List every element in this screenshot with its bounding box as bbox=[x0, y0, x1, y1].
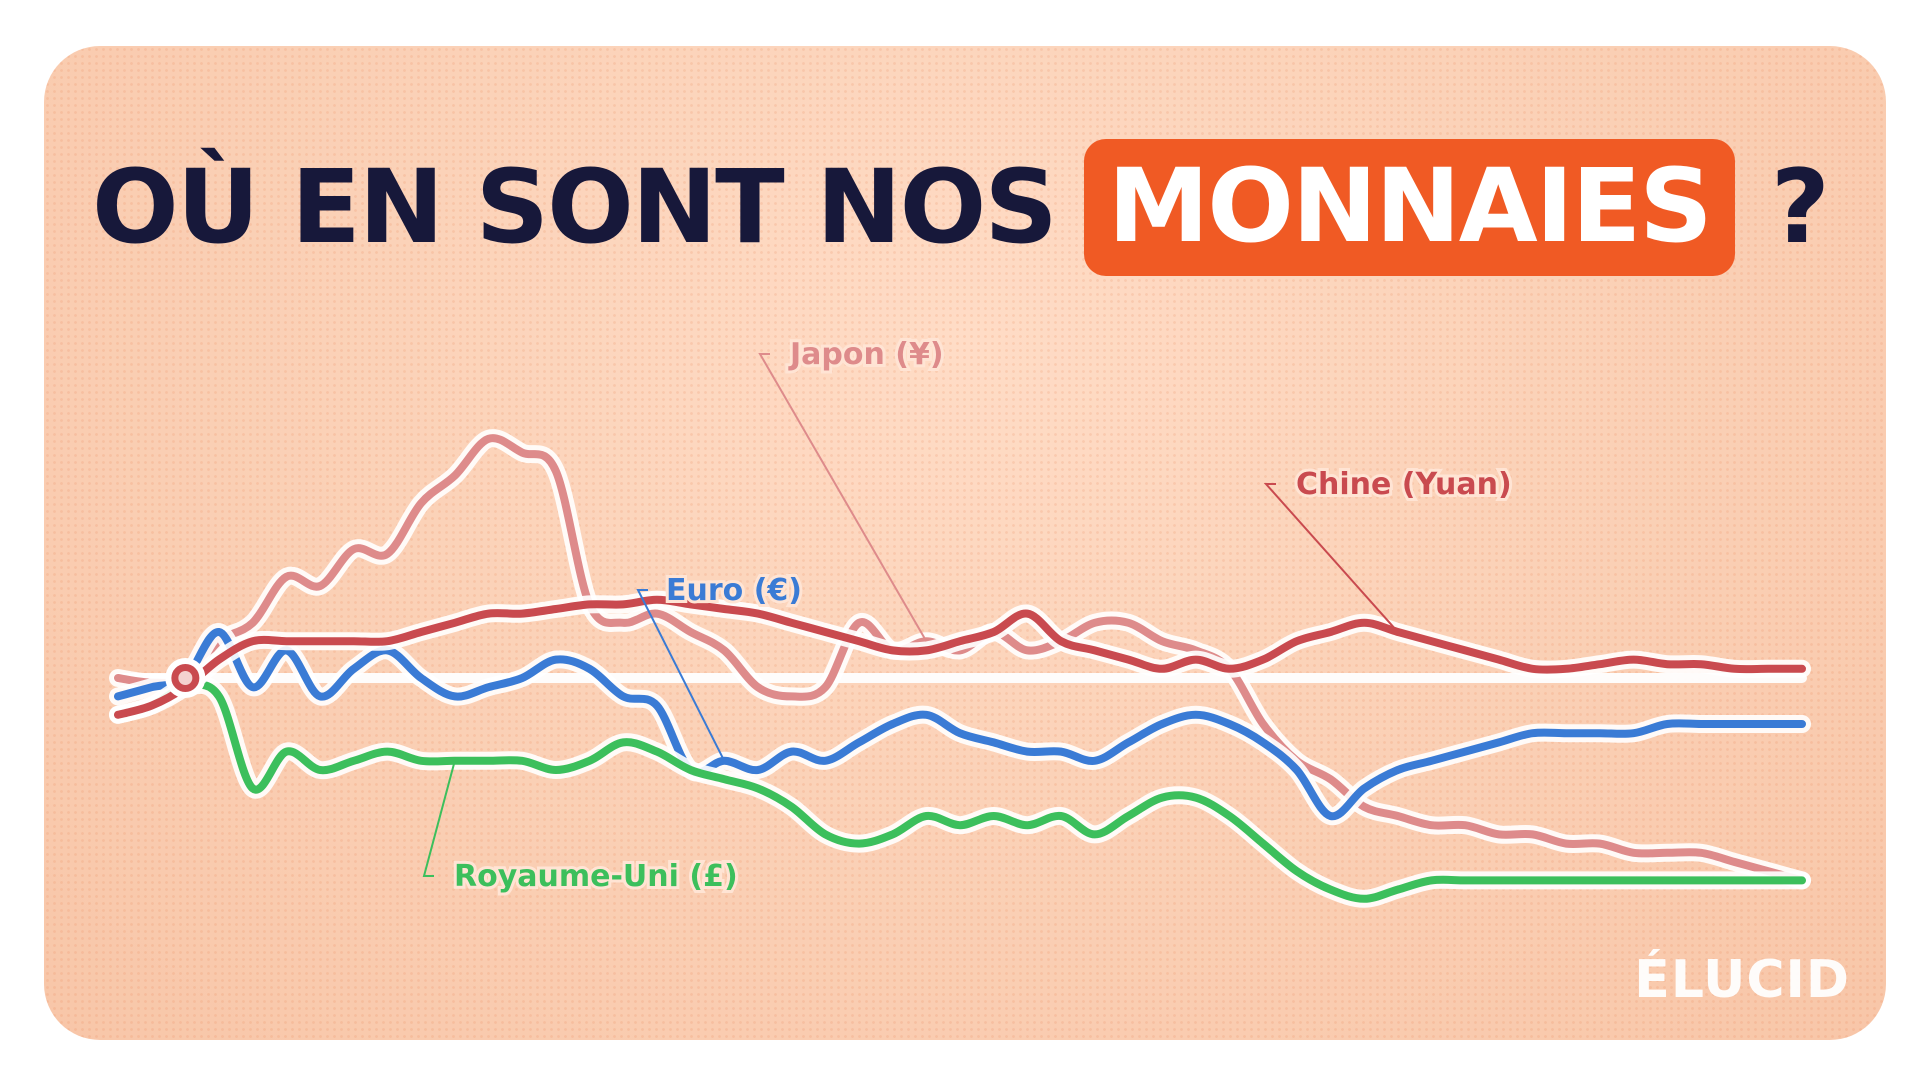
elucid-logo: ÉLUCID bbox=[1634, 950, 1850, 1010]
series-line-chine-yuan bbox=[114, 595, 1806, 719]
series-label-royaume-uni: Royaume-Uni (£) bbox=[454, 859, 738, 894]
title-highlight: MONNAIES bbox=[1083, 138, 1735, 276]
series-label-chine-yuan: Chine (Yuan) bbox=[1296, 467, 1512, 502]
marker-layer bbox=[165, 658, 206, 698]
title-prefix: OÙ EN SONT NOS bbox=[92, 147, 1058, 267]
label-layer: Japon (¥) Euro (€) Royaume-Uni (£) Chine (Y… bbox=[422, 334, 1515, 897]
series-leader-royaume-uni bbox=[422, 760, 456, 877]
series-layer bbox=[109, 429, 1811, 908]
series-label-euro: Euro (€) bbox=[666, 573, 802, 608]
series-label-japon: Japon (¥) bbox=[788, 337, 944, 372]
title-suffix: ? bbox=[1770, 147, 1830, 267]
series-leader-euro bbox=[636, 589, 726, 762]
series-halo-royaume-uni bbox=[109, 675, 1811, 908]
series-leader-chine-yuan bbox=[1263, 483, 1399, 633]
series-line-royaume-uni bbox=[114, 680, 1806, 903]
page-title: OÙ EN SONT NOS MONNAIES ? bbox=[0, 122, 1920, 292]
origin-marker-center bbox=[178, 671, 193, 685]
series-line-euro bbox=[114, 628, 1806, 821]
series-leader-japon bbox=[758, 353, 928, 642]
